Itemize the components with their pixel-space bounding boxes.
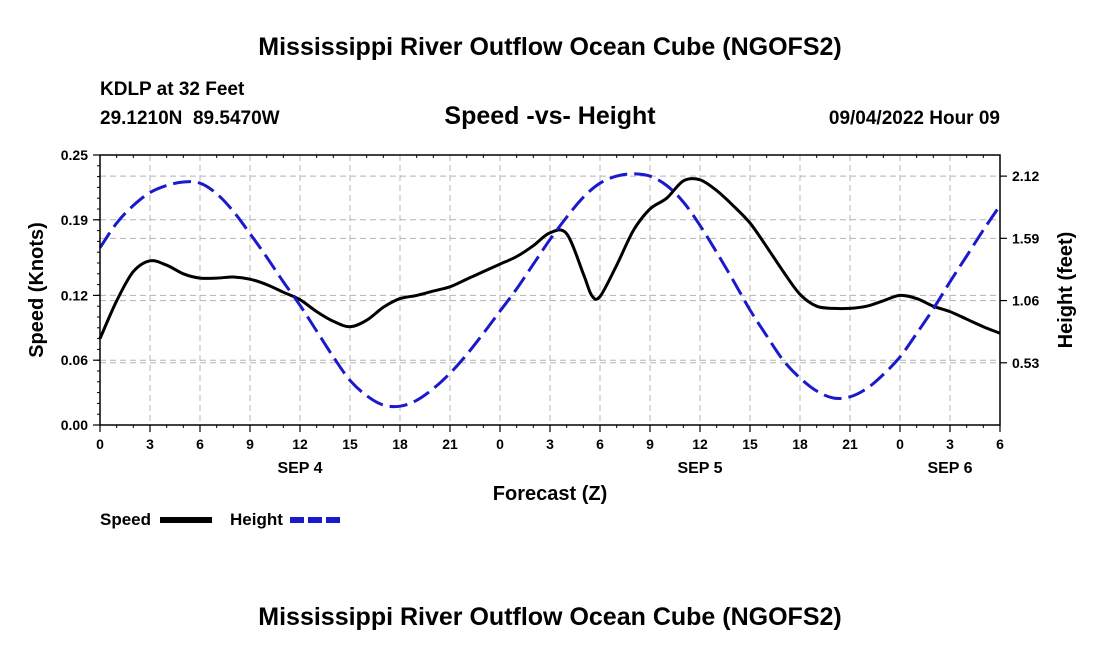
- main-title: Mississippi River Outflow Ocean Cube (NG…: [258, 33, 841, 61]
- plot-frame: [99, 154, 1001, 426]
- station-label: KDLP at 32 Feet: [100, 79, 245, 100]
- x-tick-label: 6: [196, 436, 204, 452]
- x-tick-label: 6: [596, 436, 604, 452]
- axis-ticks: 0 3 6 9 12 15 18 21 0 3 6 9 12 15 18 21 0 3 6 0.00 0.06 0.12 0…: [61, 147, 1040, 477]
- x-tick-label: 12: [292, 436, 308, 452]
- day-label: SEP 5: [677, 460, 722, 477]
- x-tick-label: 9: [246, 436, 254, 452]
- x-axis-label: Forecast (Z): [493, 483, 607, 505]
- coordinates-label: 29.1210N 89.5470W: [100, 108, 280, 129]
- x-tick-label: 3: [146, 436, 154, 452]
- legend: Speed Height: [100, 510, 342, 529]
- x-tick-label: 12: [692, 436, 708, 452]
- x-tick-label: 21: [842, 436, 858, 452]
- x-tick-label: 0: [896, 436, 904, 452]
- y-tick-label-left: 0.12: [61, 287, 88, 303]
- x-tick-label: 3: [946, 436, 954, 452]
- x-tick-label: 15: [742, 436, 758, 452]
- x-tick-label: 18: [392, 436, 408, 452]
- x-tick-label: 6: [996, 436, 1004, 452]
- x-tick-label: 0: [96, 436, 104, 452]
- x-tick-label: 21: [442, 436, 458, 452]
- series-group: [98, 172, 1002, 409]
- x-tick-label: 15: [342, 436, 358, 452]
- day-label: SEP 4: [277, 460, 322, 477]
- y-tick-label-left: 0.25: [61, 147, 88, 163]
- x-tick-label: 18: [792, 436, 808, 452]
- x-tick-label: 0: [496, 436, 504, 452]
- y-tick-label-right: 0.53: [1012, 355, 1039, 371]
- day-label: SEP 6: [927, 460, 972, 477]
- y-tick-label-left: 0.19: [61, 212, 88, 228]
- y-tick-label-right: 1.06: [1012, 293, 1039, 309]
- y-tick-label-left: 0.00: [61, 417, 88, 433]
- y-tick-label-right: 2.12: [1012, 168, 1039, 184]
- y-axis-label-left: Speed (Knots): [26, 222, 48, 358]
- y-axis-label-right: Height (feet): [1055, 232, 1077, 349]
- chart-subtitle: Speed -vs- Height: [444, 102, 656, 130]
- x-tick-label: 3: [546, 436, 554, 452]
- datetime-label: 09/04/2022 Hour 09: [829, 108, 1000, 129]
- x-tick-label: 9: [646, 436, 654, 452]
- legend-height-label: Height: [230, 510, 283, 529]
- y-tick-label-right: 1.59: [1012, 230, 1039, 246]
- legend-speed-label: Speed: [100, 510, 151, 529]
- footer-title: Mississippi River Outflow Ocean Cube (NG…: [258, 603, 841, 631]
- grid: [100, 155, 1000, 425]
- y-tick-label-left: 0.06: [61, 352, 88, 368]
- series-line-height: [98, 172, 1002, 409]
